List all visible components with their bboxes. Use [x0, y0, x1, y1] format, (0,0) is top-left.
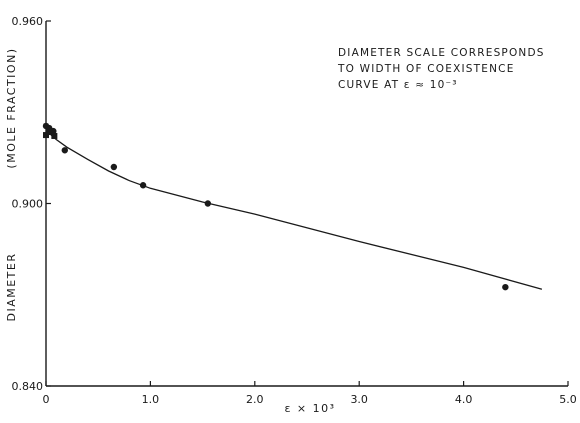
y-tick-label: 0.840	[12, 380, 44, 393]
data-point	[110, 163, 118, 171]
fit-curve	[45, 125, 543, 290]
y-axis-title-top: (MOLE FRACTION)	[5, 47, 18, 168]
annotation-line-3: CURVE AT ε ≈ 10⁻³	[338, 79, 458, 91]
axes: 0 1.0 2.0 3.0 4.0 5.0 0.840 0.900 0.960	[12, 15, 577, 406]
data-point	[61, 147, 68, 154]
data-point-square	[51, 132, 58, 139]
annotation-line-2: TO WIDTH OF COEXISTENCE	[337, 63, 515, 75]
data-point	[502, 283, 509, 291]
x-tick-label: 0	[43, 393, 50, 406]
y-tick-label: 0.960	[12, 15, 44, 28]
plot-marks	[42, 122, 543, 291]
x-axis-title: ε × 10³	[284, 402, 335, 415]
x-tick-label: 5.0	[559, 393, 577, 406]
y-tick-label: 0.900	[12, 198, 44, 211]
x-tick-label: 3.0	[350, 393, 368, 406]
x-tick-label: 4.0	[455, 393, 473, 406]
y-axis-title-bottom: DIAMETER	[5, 253, 18, 322]
annotation-line-1: DIAMETER SCALE CORRESPONDS	[338, 47, 545, 59]
x-tick-label: 2.0	[246, 393, 264, 406]
data-point-square	[43, 132, 49, 139]
x-tick-label: 1.0	[142, 393, 160, 406]
